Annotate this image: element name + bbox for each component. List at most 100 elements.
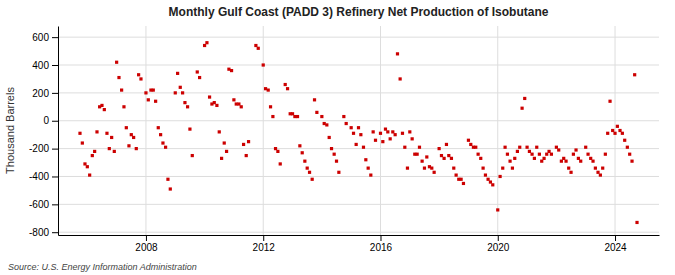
point (604, 153, 607, 156)
tick: -400 (29, 171, 58, 182)
point (113, 150, 116, 153)
point (589, 157, 592, 160)
tick-mark (52, 176, 58, 177)
point (345, 122, 348, 125)
point (303, 160, 306, 163)
tick: 400 (32, 60, 58, 71)
tick: 2016 (370, 235, 393, 253)
point (545, 153, 548, 156)
point (469, 143, 472, 146)
point (257, 47, 260, 50)
point (164, 146, 167, 149)
point (130, 133, 133, 136)
point (403, 146, 406, 149)
point (232, 98, 235, 101)
point (240, 105, 243, 108)
point (152, 88, 155, 91)
point (491, 183, 494, 186)
point (530, 153, 533, 156)
point (550, 153, 553, 156)
point (525, 146, 528, 149)
point (440, 154, 443, 157)
point (328, 136, 331, 139)
grid-line (58, 176, 659, 177)
point (91, 154, 94, 157)
point (205, 41, 208, 44)
point (460, 178, 463, 181)
point (611, 129, 614, 132)
grid (58, 26, 659, 235)
grid-line (615, 26, 616, 235)
point (621, 132, 624, 135)
point (225, 150, 228, 153)
point (599, 173, 602, 176)
point (496, 208, 499, 211)
point (88, 173, 91, 176)
point (276, 150, 279, 153)
tick-mark (52, 93, 58, 94)
point (633, 73, 636, 76)
point (132, 136, 135, 139)
grid-line (58, 120, 659, 121)
point (450, 157, 453, 160)
tick-mark (52, 121, 58, 122)
tick: 600 (32, 32, 58, 43)
tick-label: -400 (29, 171, 49, 182)
point (421, 160, 424, 163)
point (411, 137, 414, 140)
grid-line (380, 26, 381, 235)
point (198, 76, 201, 79)
point (218, 130, 221, 133)
marks (78, 41, 638, 224)
axis-line (58, 27, 59, 236)
tick-mark (263, 235, 264, 241)
point (557, 148, 560, 151)
point (254, 44, 257, 47)
point (203, 44, 206, 47)
point (237, 102, 240, 105)
tick-label: 200 (32, 88, 49, 99)
point (584, 146, 587, 149)
point (242, 143, 245, 146)
point (579, 160, 582, 163)
point (408, 130, 411, 133)
chart: 20082012201620202024-800-600-400-2000200… (0, 0, 675, 275)
point (391, 130, 394, 133)
tick-label: 2008 (135, 242, 158, 253)
point (105, 132, 108, 135)
point (374, 139, 377, 142)
point (481, 167, 484, 170)
point (484, 173, 487, 176)
point (183, 101, 186, 104)
point (447, 154, 450, 157)
point (223, 141, 226, 144)
tick-mark (146, 235, 147, 241)
point (508, 160, 511, 163)
point (179, 86, 182, 89)
grid-line (58, 148, 659, 149)
point (455, 173, 458, 176)
point (120, 88, 123, 91)
point (81, 141, 84, 144)
point (337, 171, 340, 174)
tick-label: 400 (32, 60, 49, 71)
point (555, 146, 558, 149)
tick-mark (52, 232, 58, 233)
point (523, 97, 526, 100)
point (416, 153, 419, 156)
grid-line (497, 26, 498, 235)
point (320, 115, 323, 118)
tick-label: -600 (29, 199, 49, 210)
point (601, 167, 604, 170)
point (596, 171, 599, 174)
tick: -800 (29, 227, 58, 238)
tick-label: 2016 (370, 242, 393, 253)
tick-label: 2020 (487, 242, 510, 253)
point (503, 146, 506, 149)
point (474, 146, 477, 149)
point (520, 107, 523, 110)
point (506, 153, 509, 156)
tick: 2012 (253, 235, 276, 253)
point (186, 105, 189, 108)
y-axis: -800-600-400-2000200400600 (29, 27, 59, 238)
